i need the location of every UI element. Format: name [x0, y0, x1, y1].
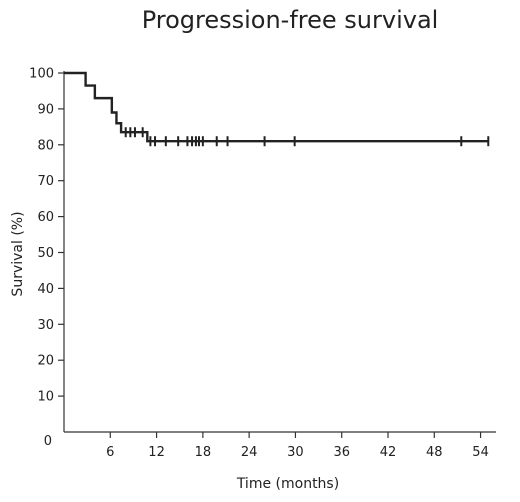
x-tick-label: 54 [472, 445, 489, 460]
x-tick-label: 12 [148, 445, 165, 460]
x-tick-label: 36 [333, 445, 350, 460]
chart-title: Progression-free survival [142, 6, 439, 34]
y-tick-label: 60 [37, 210, 54, 225]
y-tick-label: 20 [37, 354, 54, 369]
x-tick-label: 48 [426, 445, 443, 460]
y-tick-label: 100 [29, 67, 54, 82]
x-tick-label: 18 [195, 445, 212, 460]
y-tick-label: 40 [37, 282, 54, 297]
y-tick-label: 30 [37, 318, 54, 333]
y-tick-label: 90 [37, 102, 54, 117]
y-tick-label: 10 [37, 390, 54, 405]
y-tick-label: 50 [37, 246, 54, 261]
survival-curve [64, 71, 490, 147]
x-axis-label: Time (months) [236, 476, 339, 492]
y-tick-label: 80 [37, 138, 54, 153]
origin-label: 0 [44, 434, 52, 449]
survival-step-line [64, 71, 489, 143]
y-tick-label: 70 [37, 174, 54, 189]
y-axis-label: Survival (%) [10, 211, 26, 296]
x-tick-label: 30 [287, 445, 304, 460]
ticks: 10 20 30 40 50 60 70 80 90 100 6 12 18 24 30 36 42 48 54 [29, 67, 489, 461]
axes [63, 71, 496, 433]
x-tick-label: 42 [380, 445, 397, 460]
x-tick-label: 24 [241, 445, 258, 460]
x-tick-label: 6 [106, 445, 114, 460]
